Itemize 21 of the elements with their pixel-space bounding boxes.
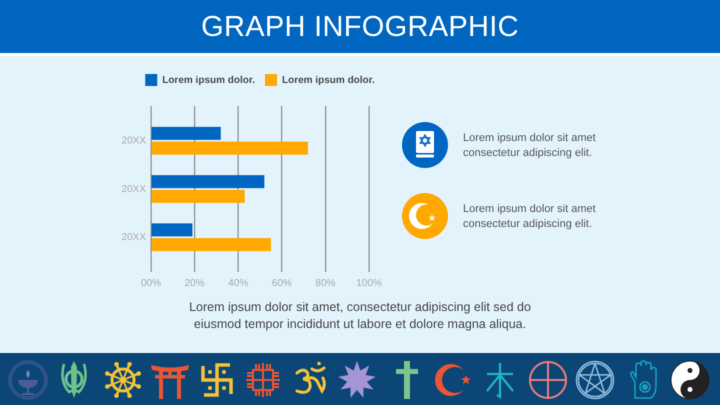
x-tick-label: 80% bbox=[315, 278, 336, 289]
text: Lorem ipsum dolor sit amet consectetur adipiscing elit. bbox=[463, 202, 597, 232]
bar bbox=[152, 190, 245, 203]
bar bbox=[152, 238, 271, 252]
text: Lorem ipsum dolor sit amet, consectetur adipiscing elit sed do eiusmod tempor incididunt ut labore et dolore magna aliqua. bbox=[188, 299, 532, 333]
x-tick-label: 00% bbox=[140, 278, 162, 289]
legend-label: Lorem ipsum dolor. bbox=[162, 74, 256, 86]
bar bbox=[152, 223, 192, 236]
y-tick-label: 20XX bbox=[122, 232, 146, 244]
y-tick-label: 20XX bbox=[122, 184, 146, 195]
y-tick-label: 20XX bbox=[122, 135, 146, 146]
x-tick-label: 60% bbox=[272, 278, 292, 289]
bar bbox=[152, 142, 308, 155]
chart-title: GRAPH INFOGRAPHIC bbox=[200, 10, 520, 45]
legend-label: Lorem ipsum dolor. bbox=[282, 74, 376, 86]
bar bbox=[152, 126, 221, 140]
x-tick-label: 100% bbox=[356, 278, 382, 289]
x-tick-label: 40% bbox=[228, 278, 248, 289]
text: Lorem ipsum dolor sit amet consectetur adipiscing elit. bbox=[463, 131, 597, 161]
x-tick-label: 20% bbox=[184, 278, 205, 289]
bar bbox=[152, 175, 264, 188]
